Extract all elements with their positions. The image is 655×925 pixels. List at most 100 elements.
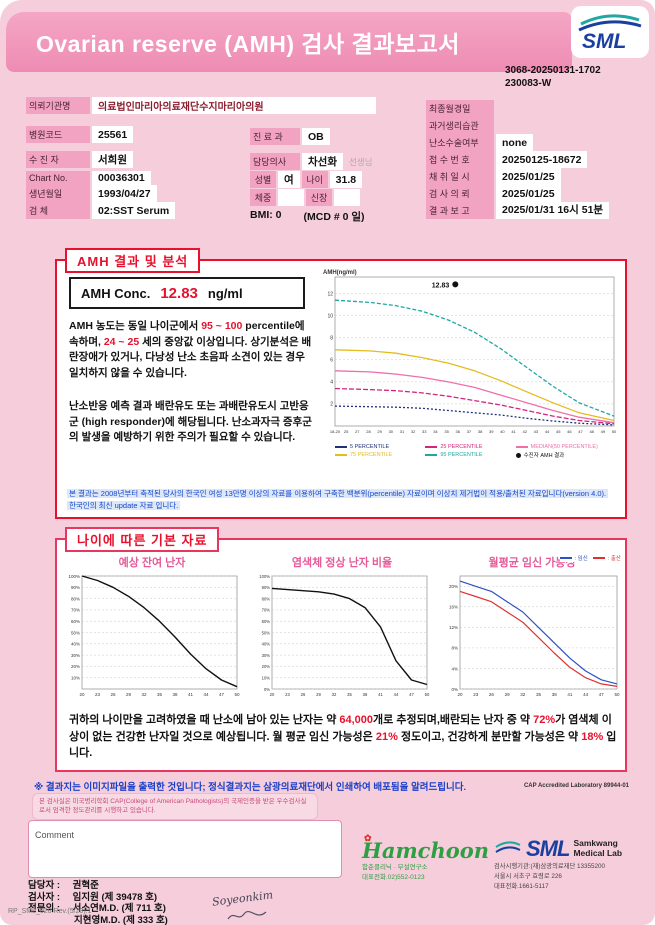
comment-label: Comment: [35, 830, 75, 840]
svg-text:38: 38: [552, 692, 558, 697]
form-code: RP_SML_028 Rev.(5/20).1: [8, 908, 92, 915]
doc-number-2: 230083-W: [505, 78, 552, 89]
svg-text:50: 50: [614, 692, 620, 697]
field-age-label: 나이: [301, 171, 328, 188]
field-specimen-value: 02:SST Serum: [92, 202, 176, 219]
info-column-middle: 진 료 과 OB 담당의사 차선화 선생님 성별 여 나이 31.8 체중 신장: [250, 128, 436, 226]
age-summary: 귀하의 나이만을 고려하였을 때 난소에 남아 있는 난자는 약 64,000개…: [69, 714, 617, 759]
legend-item: 5 PERCENTILE: [335, 444, 415, 450]
field-weight-height: 체중 신장: [250, 189, 436, 206]
svg-text:10%: 10%: [71, 676, 80, 681]
svg-text:70%: 70%: [71, 608, 80, 613]
legend-item: : 출산: [592, 554, 621, 562]
svg-text:100%: 100%: [259, 574, 270, 579]
svg-text:42: 42: [522, 429, 527, 434]
svg-text:20: 20: [270, 692, 275, 697]
staff-examiner: 검사자 : 임지원 (제 39478 호): [28, 891, 158, 903]
svg-text:8: 8: [330, 336, 333, 342]
field-doctor-value: 차선화: [302, 153, 343, 170]
sml-footer-name: Samkwang Medical Lab: [573, 838, 623, 858]
svg-text:34: 34: [433, 429, 438, 434]
field-doctor-suffix: 선생님: [348, 156, 373, 167]
svg-text:35: 35: [536, 692, 542, 697]
field-hospital-code-value: 25561: [92, 126, 134, 143]
pregnancy-panel: 월평균 임신 가능성 : 임신: 출산 20% 16% 12% 8% 4% 0% 20 23 2…: [443, 554, 621, 705]
field-hospital-code-label: 병원코드: [26, 126, 90, 143]
signature-soyeon: Soyeonkim: [211, 888, 274, 909]
normal-eggs-chart-svg: 100% 90% 80% 70% 60% 50% 40% 30% 20% 10% 0%20 23 26 2…: [259, 574, 430, 697]
svg-text:2: 2: [330, 402, 333, 408]
legend-item: : 임신: [559, 554, 588, 562]
field-lmp-label: 최종월경일: [426, 100, 494, 117]
comment-box: Comment: [28, 820, 342, 878]
svg-text:23: 23: [473, 692, 479, 697]
svg-text:SML: SML: [582, 30, 626, 53]
field-age-value: 31.8: [329, 171, 363, 188]
svg-text:29: 29: [316, 692, 321, 697]
field-menstrual-history: 과거생리습관: [426, 117, 632, 134]
pregnancy-chart-svg: 20% 16% 12% 8% 4% 0%20 23 26 29 32 35 38 41 44 47 50: [449, 575, 620, 697]
legend-item: 95 PERCENTILE: [425, 451, 505, 459]
field-sex-value: 여: [278, 171, 300, 188]
svg-text:4%: 4%: [451, 666, 458, 671]
svg-text:41: 41: [378, 692, 383, 697]
amh-result-section: AMH 결과 및 분석 AMH Conc. 12.83 ng/ml AMH 농도…: [55, 248, 627, 519]
svg-text:12: 12: [327, 291, 333, 297]
svg-text:20: 20: [457, 692, 463, 697]
field-department-label: 진 료 과: [250, 128, 300, 145]
signature-scribble-icon: [227, 910, 267, 920]
distribution-notice: ※ 결과지는 이미지파일을 출력한 것입니다; 정식결과지는 삼광의료재단에서 …: [34, 782, 467, 793]
svg-text:20: 20: [79, 692, 85, 697]
svg-text:41: 41: [188, 692, 194, 697]
field-lmp: 최종월경일: [426, 100, 632, 117]
svg-text:44: 44: [583, 692, 589, 697]
info-column-left: 의뢰기관명 의료법인마리아의료재단수지마리아의원 병원코드 25561 수 진 …: [26, 97, 376, 219]
svg-text:80%: 80%: [71, 596, 80, 601]
doc-number-1: 3068-20250131-1702: [505, 65, 601, 76]
sml-footer-logo: SML Samkwang Medical Lab: [494, 836, 640, 862]
svg-text:26: 26: [110, 692, 116, 697]
svg-text:27: 27: [355, 429, 360, 434]
svg-text:50%: 50%: [71, 630, 80, 635]
svg-text:12%: 12%: [449, 625, 458, 630]
svg-text:32: 32: [411, 429, 416, 434]
svg-text:90%: 90%: [71, 585, 80, 590]
field-request-date-value: 2025/01/25: [496, 185, 561, 202]
age-data-section: 나이에 따른 기본 자료 예상 잔여 난자 100% 90% 80% 70% 60% 50…: [55, 527, 627, 772]
field-hospital-code: 병원코드 25561: [26, 126, 376, 143]
svg-text:30%: 30%: [262, 653, 271, 658]
svg-text:47: 47: [578, 429, 583, 434]
svg-text:36: 36: [456, 429, 461, 434]
sml-footer-line-2: 서울시 서초구 효령로 226: [494, 872, 562, 880]
svg-text:32: 32: [141, 692, 147, 697]
field-bmi-value: BMI: 0: [250, 209, 282, 221]
svg-text:80%: 80%: [262, 596, 271, 601]
field-ovarian-surgery: 난소수술여부 none: [426, 134, 632, 151]
svg-text:41: 41: [511, 429, 516, 434]
svg-text:40%: 40%: [71, 642, 80, 647]
lab-note: 본 검사실은 미국병리학회 CAP(College of American Pa…: [39, 798, 307, 815]
svg-text:37: 37: [467, 429, 472, 434]
amh-analysis-paragraph-1: AMH 농도는 동일 나이군에서 95 ~ 100 percentile에 속하…: [69, 320, 312, 379]
field-report-date: 결 과 보 고 2025/01/31 16시 51분: [426, 202, 632, 219]
field-chart-no-label: Chart No.: [26, 171, 90, 185]
flower-icon: ✿: [364, 834, 372, 844]
field-collection-date-value: 2025/01/25: [496, 168, 561, 185]
svg-text:0%: 0%: [451, 687, 458, 692]
svg-text:6: 6: [330, 358, 333, 364]
field-doctor-label: 담당의사: [250, 153, 300, 170]
svg-text:38: 38: [478, 429, 483, 434]
remaining-eggs-title: 예상 잔여 난자: [118, 557, 186, 569]
field-institution-value: 의료법인마리아의료재단수지마리아의원: [92, 97, 376, 114]
svg-text:12.83: 12.83: [432, 282, 450, 289]
field-height-value: [334, 189, 360, 206]
amh-footnote: 본 결과는 2008년부터 축적된 당사의 한국인 여성 13만명 이상의 자료…: [67, 488, 621, 512]
svg-text:49: 49: [601, 429, 606, 434]
staff-specialist-1: 전문의 : 서소연M.D. (제 711 호): [28, 903, 166, 915]
field-specimen-label: 검 체: [26, 202, 90, 219]
hamchoon-logo-block: ✿ Hamchoon 함춘클리닉 · 부설연구소 대표전화.02)552-0123: [362, 834, 492, 884]
field-report-date-value: 2025/01/31 16시 51분: [496, 202, 610, 219]
amh-conc-label: AMH Conc.: [81, 285, 151, 301]
field-receipt-no-value: 20250125-18672: [496, 151, 588, 168]
